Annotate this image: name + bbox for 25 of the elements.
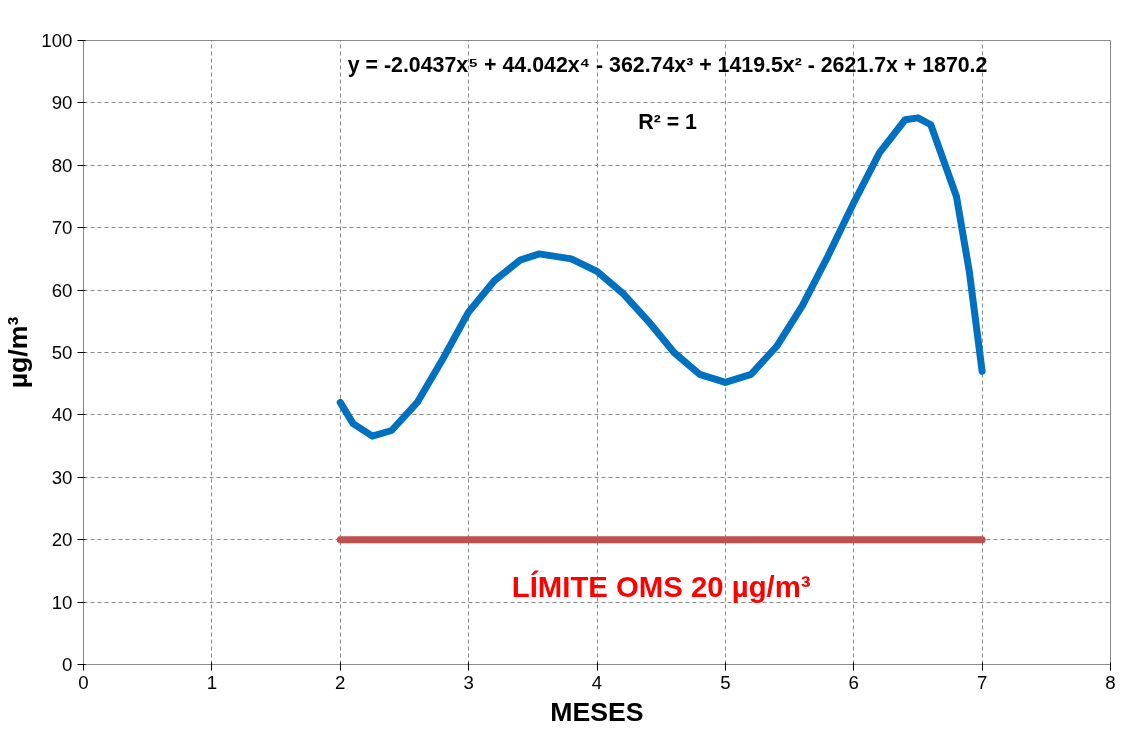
x-tick-label: 2 [335, 671, 346, 693]
y-tick-label: 20 [51, 529, 73, 551]
y-tick-label: 50 [51, 342, 73, 363]
y-tick-label: 80 [51, 154, 73, 176]
y-tick-label: 0 [62, 654, 73, 675]
x-tick-label: 4 [591, 671, 603, 693]
y-tick-label: 30 [51, 466, 73, 488]
y-axis-title: µg/m³ [3, 316, 34, 389]
y-tick-label: 100 [41, 30, 73, 51]
x-tick-label: 5 [720, 671, 731, 693]
annotation: y = -2.0437x⁵ + 44.042x⁴ - 362.74x³ + 1419.5x² - 2621.7x + 1870.2 [347, 53, 988, 78]
x-tick-label: 3 [463, 671, 474, 693]
x-tick-label: 8 [1105, 671, 1116, 693]
y-tick-label: 40 [51, 404, 73, 426]
x-axis-title: MESES [550, 696, 644, 727]
y-tick-label: 60 [51, 279, 73, 301]
x-tick-label: 6 [848, 671, 859, 693]
annotation: LÍMITE OMS 20 µg/m³ [511, 569, 811, 603]
y-tick-label: 10 [51, 591, 73, 613]
x-tick-label: 7 [976, 671, 988, 693]
y-tick-label: 70 [51, 217, 73, 239]
y-tick-label: 90 [51, 92, 73, 114]
x-tick-label: 1 [206, 671, 218, 693]
annotation: R² = 1 [638, 109, 698, 134]
x-tick-label: 0 [78, 671, 89, 693]
